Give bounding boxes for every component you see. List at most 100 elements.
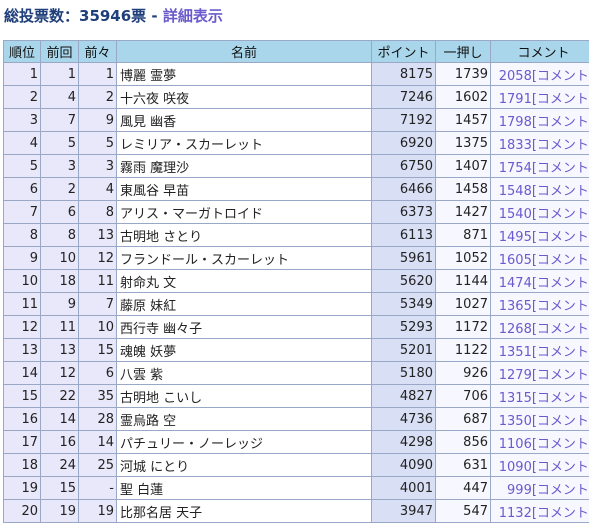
points-cell: 4001 bbox=[371, 476, 436, 500]
push-cell: 1457 bbox=[435, 108, 491, 132]
push-cell: 926 bbox=[435, 361, 491, 385]
name-cell: 十六夜 咲夜 bbox=[116, 85, 372, 109]
points-cell: 6466 bbox=[371, 177, 436, 201]
rank-cell: 3 bbox=[3, 108, 41, 132]
prev-rank-cell: 9 bbox=[40, 292, 79, 316]
rank-cell: 11 bbox=[3, 292, 41, 316]
rank-cell: 7 bbox=[3, 200, 41, 224]
comment-link[interactable]: 1495[コメント] bbox=[490, 223, 589, 247]
rank-cell: 9 bbox=[3, 246, 41, 270]
push-cell: 1427 bbox=[435, 200, 491, 224]
points-cell: 5293 bbox=[371, 315, 436, 339]
prev2-rank-cell: 3 bbox=[78, 154, 117, 178]
name-cell: 聖 白蓮 bbox=[116, 476, 372, 500]
prev2-rank-cell: 5 bbox=[78, 131, 117, 155]
col-points[interactable]: ポイント bbox=[371, 40, 436, 63]
prev-rank-cell: 14 bbox=[40, 407, 79, 431]
comment-link[interactable]: 2058[コメント] bbox=[490, 62, 589, 86]
push-cell: 706 bbox=[435, 384, 491, 408]
col-name[interactable]: 名前 bbox=[116, 40, 372, 63]
col-prev[interactable]: 前回 bbox=[40, 40, 79, 63]
name-cell: パチュリー・ノーレッジ bbox=[116, 430, 372, 454]
points-cell: 4090 bbox=[371, 453, 436, 477]
points-cell: 5961 bbox=[371, 246, 436, 270]
name-cell: 博麗 霊夢 bbox=[116, 62, 372, 86]
comment-link[interactable]: 1605[コメント] bbox=[490, 246, 589, 270]
push-cell: 1027 bbox=[435, 292, 491, 316]
col-rank[interactable]: 順位 bbox=[3, 40, 41, 63]
rank-cell: 6 bbox=[3, 177, 41, 201]
comment-link[interactable]: 1106[コメント] bbox=[490, 430, 589, 454]
points-cell: 4827 bbox=[371, 384, 436, 408]
detail-link[interactable]: 詳細表示 bbox=[162, 7, 223, 25]
rank-cell: 17 bbox=[3, 430, 41, 454]
prev2-rank-cell: 28 bbox=[78, 407, 117, 431]
prev-rank-cell: 8 bbox=[40, 223, 79, 247]
table-row: 2 4 2 十六夜 咲夜 7246 1602 1791[コメント] bbox=[3, 85, 589, 109]
col-push[interactable]: 一押し bbox=[435, 40, 491, 63]
comment-link[interactable]: 1351[コメント] bbox=[490, 338, 589, 362]
table-row: 15 22 35 古明地 こいし 4827 706 1315[コメント] bbox=[3, 384, 589, 408]
rank-cell: 10 bbox=[3, 269, 41, 293]
comment-link[interactable]: 1279[コメント] bbox=[490, 361, 589, 385]
push-cell: 1458 bbox=[435, 177, 491, 201]
prev-rank-cell: 15 bbox=[40, 476, 79, 500]
comment-link[interactable]: 1791[コメント] bbox=[490, 85, 589, 109]
comment-link[interactable]: 1540[コメント] bbox=[490, 200, 589, 224]
comment-link[interactable]: 1268[コメント] bbox=[490, 315, 589, 339]
rank-cell: 15 bbox=[3, 384, 41, 408]
rank-cell: 1 bbox=[3, 62, 41, 86]
prev2-rank-cell: 9 bbox=[78, 108, 117, 132]
points-cell: 8175 bbox=[371, 62, 436, 86]
rank-cell: 18 bbox=[3, 453, 41, 477]
prev2-rank-cell: 8 bbox=[78, 200, 117, 224]
prev2-rank-cell: - bbox=[78, 476, 117, 500]
table-row: 1 1 1 博麗 霊夢 8175 1739 2058[コメント] bbox=[3, 62, 589, 86]
comment-link[interactable]: 1474[コメント] bbox=[490, 269, 589, 293]
push-cell: 1407 bbox=[435, 154, 491, 178]
comment-link[interactable]: 999[コメント] bbox=[490, 476, 589, 500]
push-cell: 631 bbox=[435, 453, 491, 477]
table-row: 13 13 15 魂魄 妖夢 5201 1122 1351[コメント] bbox=[3, 338, 589, 362]
comment-link[interactable]: 1315[コメント] bbox=[490, 384, 589, 408]
prev2-rank-cell: 7 bbox=[78, 292, 117, 316]
points-cell: 7246 bbox=[371, 85, 436, 109]
table-row: 6 2 4 東風谷 早苗 6466 1458 1548[コメント] bbox=[3, 177, 589, 201]
name-cell: 八雲 紫 bbox=[116, 361, 372, 385]
rank-cell: 19 bbox=[3, 476, 41, 500]
push-cell: 1375 bbox=[435, 131, 491, 155]
comment-link[interactable]: 1350[コメント] bbox=[490, 407, 589, 431]
table-row: 17 16 14 パチュリー・ノーレッジ 4298 856 1106[コメント] bbox=[3, 430, 589, 454]
table-row: 3 7 9 風見 幽香 7192 1457 1798[コメント] bbox=[3, 108, 589, 132]
prev2-rank-cell: 14 bbox=[78, 430, 117, 454]
points-cell: 3947 bbox=[371, 499, 436, 523]
points-cell: 4736 bbox=[371, 407, 436, 431]
name-cell: 風見 幽香 bbox=[116, 108, 372, 132]
name-cell: 東風谷 早苗 bbox=[116, 177, 372, 201]
push-cell: 547 bbox=[435, 499, 491, 523]
col-prev2[interactable]: 前々 bbox=[78, 40, 117, 63]
prev-rank-cell: 12 bbox=[40, 361, 79, 385]
comment-link[interactable]: 1754[コメント] bbox=[490, 154, 589, 178]
rank-cell: 8 bbox=[3, 223, 41, 247]
table-row: 14 12 6 八雲 紫 5180 926 1279[コメント] bbox=[3, 361, 589, 385]
push-cell: 856 bbox=[435, 430, 491, 454]
push-cell: 1052 bbox=[435, 246, 491, 270]
rank-cell: 2 bbox=[3, 85, 41, 109]
prev-rank-cell: 10 bbox=[40, 246, 79, 270]
comment-link[interactable]: 1833[コメント] bbox=[490, 131, 589, 155]
comment-link[interactable]: 1090[コメント] bbox=[490, 453, 589, 477]
table-row: 11 9 7 藤原 妹紅 5349 1027 1365[コメント] bbox=[3, 292, 589, 316]
push-cell: 871 bbox=[435, 223, 491, 247]
comment-link[interactable]: 1132[コメント] bbox=[490, 499, 589, 523]
col-comment[interactable]: コメント bbox=[490, 40, 589, 63]
prev-rank-cell: 22 bbox=[40, 384, 79, 408]
comment-link[interactable]: 1365[コメント] bbox=[490, 292, 589, 316]
points-cell: 5620 bbox=[371, 269, 436, 293]
comment-link[interactable]: 1798[コメント] bbox=[490, 108, 589, 132]
rank-cell: 13 bbox=[3, 338, 41, 362]
comment-link[interactable]: 1548[コメント] bbox=[490, 177, 589, 201]
points-cell: 7192 bbox=[371, 108, 436, 132]
prev2-rank-cell: 10 bbox=[78, 315, 117, 339]
rank-cell: 16 bbox=[3, 407, 41, 431]
